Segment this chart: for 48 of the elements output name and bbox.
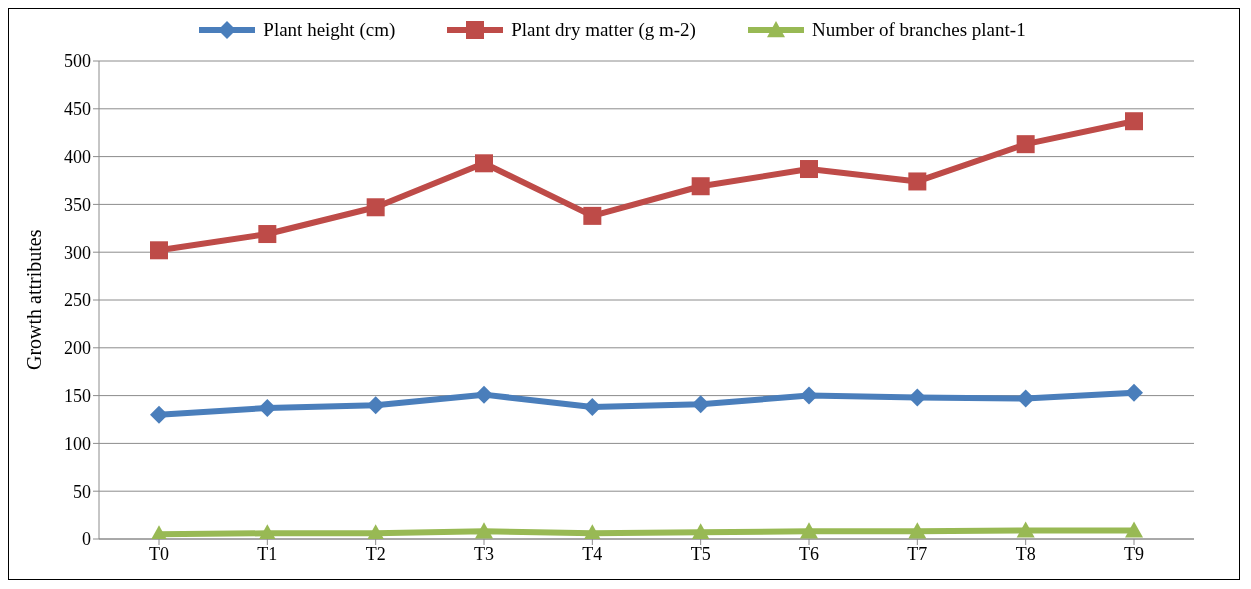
- point: [691, 523, 710, 539]
- y-tick-label: 350: [64, 194, 91, 215]
- y-tick-label: 0: [82, 529, 91, 550]
- point: [258, 524, 277, 539]
- point: [1016, 521, 1035, 538]
- x-tick-label: T6: [799, 543, 819, 564]
- x-tick-label: T7: [907, 543, 928, 564]
- legend-label: Plant dry matter (g m-2): [511, 19, 696, 41]
- y-tick-label: 450: [64, 99, 91, 120]
- point: [1016, 135, 1035, 154]
- point: [1125, 112, 1143, 131]
- y-tick-label: 150: [64, 385, 91, 406]
- x-tick-label: T3: [474, 543, 494, 564]
- point: [800, 160, 818, 179]
- point: [908, 172, 927, 191]
- point: [150, 405, 168, 424]
- point: [1125, 383, 1143, 402]
- point: [366, 524, 385, 539]
- point: [258, 225, 277, 244]
- y-tick-label: 400: [64, 146, 91, 167]
- y-tick-label: 500: [64, 51, 91, 72]
- x-tick-label: T8: [1015, 543, 1036, 564]
- legend-label: Number of branches plant-1: [811, 19, 1026, 41]
- point: [475, 385, 493, 404]
- point: [1125, 521, 1143, 538]
- point: [800, 522, 818, 539]
- x-tick-label: T5: [690, 543, 711, 564]
- y-tick-label: 50: [73, 481, 91, 502]
- point: [150, 241, 168, 260]
- x-tick-label: T2: [365, 543, 386, 564]
- point: [475, 522, 493, 539]
- point: [908, 522, 927, 539]
- point: [800, 386, 818, 405]
- y-tick-label: 250: [64, 290, 91, 311]
- x-tick-label: T1: [257, 543, 278, 564]
- y-tick-label: 300: [64, 242, 91, 263]
- point: [366, 198, 385, 217]
- y-axis-title: Growth attributes: [23, 229, 46, 370]
- x-tick-label: T4: [582, 543, 603, 564]
- x-tick-label: T9: [1124, 543, 1144, 564]
- y-tick-label: 200: [64, 338, 91, 359]
- point: [475, 154, 493, 173]
- point: [583, 524, 602, 539]
- y-tick-label: 100: [64, 433, 91, 454]
- point: [691, 177, 710, 196]
- point: [583, 206, 602, 225]
- x-tick-label: T0: [149, 543, 169, 564]
- legend-label: Plant height (cm): [263, 19, 396, 41]
